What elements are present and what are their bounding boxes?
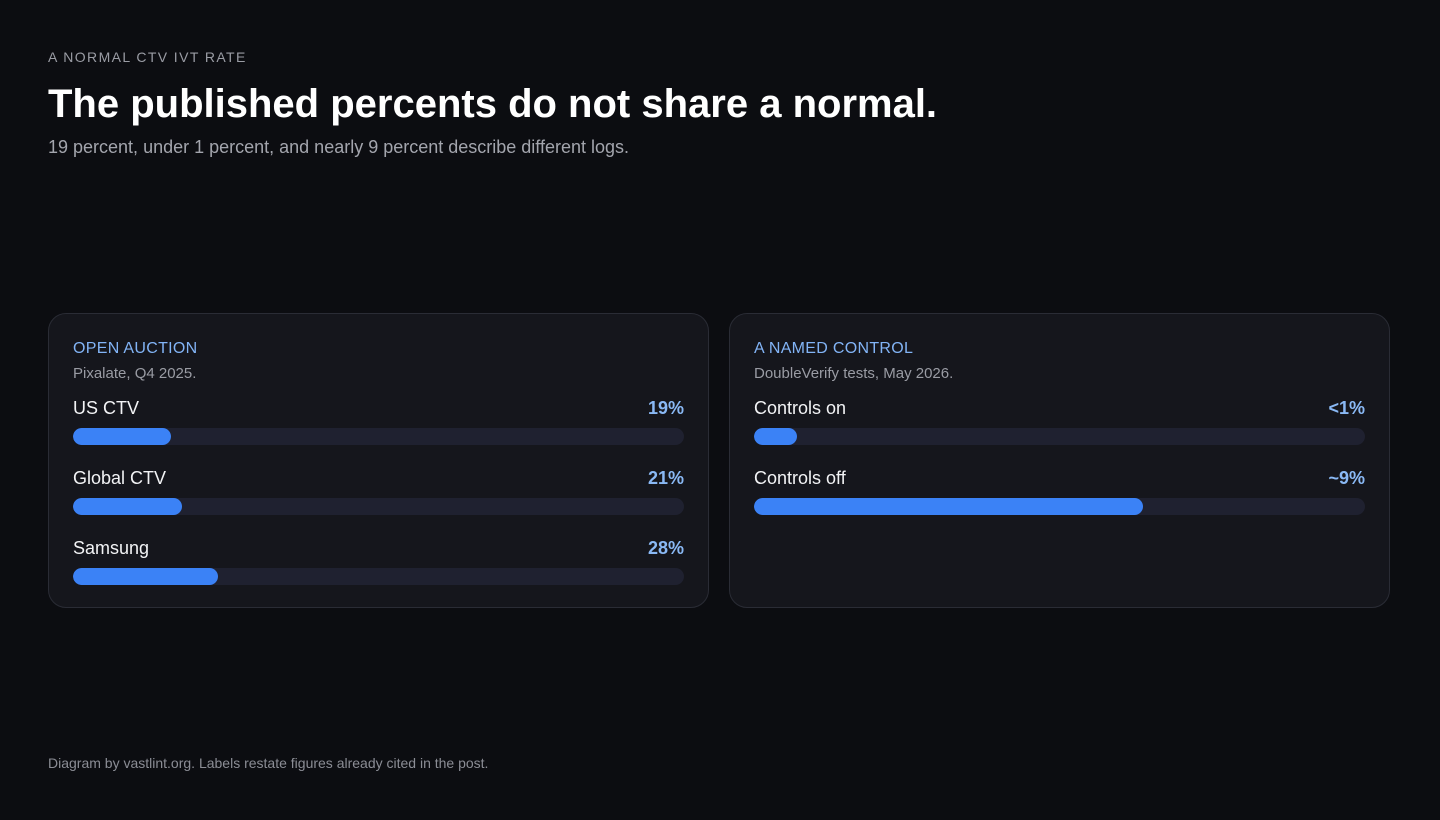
eyebrow: A NORMAL CTV IVT RATE — [48, 49, 247, 65]
bar-row-global-ctv: Global CTV 21% — [73, 468, 684, 518]
panel-source: Pixalate, Q4 2025. — [73, 365, 197, 382]
bar-fill — [754, 428, 797, 445]
bar-label: Global CTV — [73, 468, 167, 488]
bar-value: 28% — [647, 538, 684, 558]
bar-value: 21% — [647, 468, 684, 488]
panel-title: A NAMED CONTROL — [754, 340, 914, 357]
page-subtitle: 19 percent, under 1 percent, and nearly … — [48, 137, 630, 157]
panel-title: OPEN AUCTION — [73, 340, 198, 357]
bar-label: Controls on — [754, 398, 847, 418]
bar-fill — [754, 498, 1143, 515]
bar-value: <1% — [1328, 398, 1365, 418]
footer-note: Diagram by vastlint.org. Labels restate … — [48, 755, 489, 771]
bar-value: ~9% — [1328, 468, 1365, 488]
bar-row-samsung: Samsung 28% — [73, 538, 684, 588]
bar-track — [73, 498, 684, 515]
bar-value: 19% — [647, 398, 684, 418]
bar-row-controls-off: Controls off ~9% — [754, 468, 1365, 518]
bar-label: Samsung — [73, 538, 150, 558]
panel-source: DoubleVerify tests, May 2026. — [754, 365, 954, 382]
bar-fill — [73, 428, 171, 445]
bar-track — [73, 568, 684, 585]
bar-label: Controls off — [754, 468, 846, 488]
page-title: The published percents do not share a no… — [48, 82, 938, 126]
panel-open-auction: OPEN AUCTION Pixalate, Q4 2025. US CTV 1… — [48, 313, 709, 608]
bar-label: US CTV — [73, 398, 140, 418]
bar-track — [754, 498, 1365, 515]
bar-track — [754, 428, 1365, 445]
bar-fill — [73, 498, 182, 515]
bar-track — [73, 428, 684, 445]
panel-named-control: A NAMED CONTROL DoubleVerify tests, May … — [729, 313, 1390, 608]
bar-fill — [73, 568, 219, 585]
bar-row-controls-on: Controls on <1% — [754, 398, 1365, 448]
bar-row-us-ctv: US CTV 19% — [73, 398, 684, 448]
